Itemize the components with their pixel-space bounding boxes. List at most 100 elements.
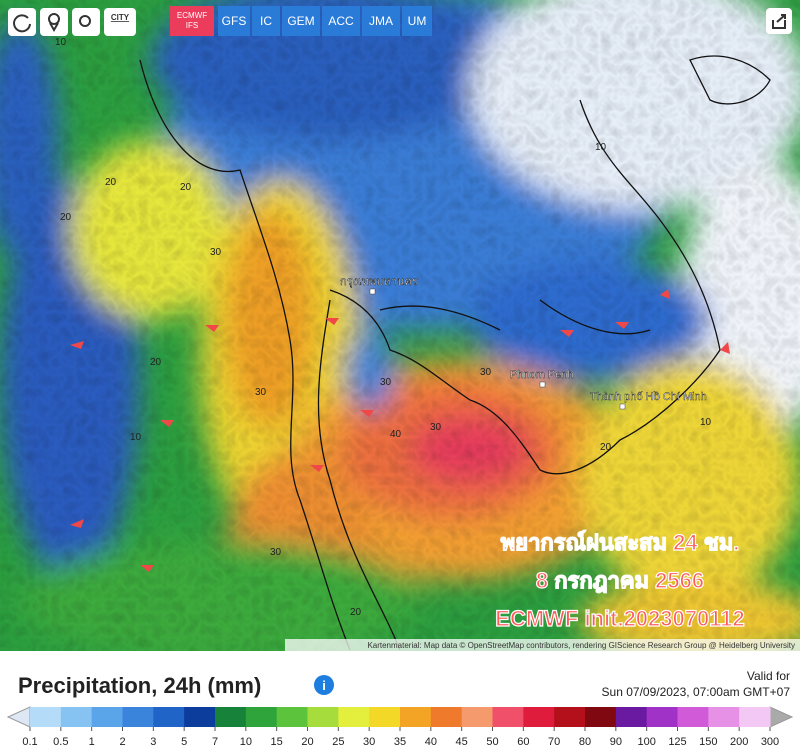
scale-segment (122, 707, 154, 727)
scale-label: 80 (579, 736, 591, 748)
attribution: Kartenmaterial: Map data © OpenStreetMap… (367, 641, 795, 650)
forecast-overlay: พยากรณ์ฝนสะสม 24 ชม. (501, 530, 740, 555)
zoom-icon (79, 15, 91, 27)
contour-label: 20 (60, 212, 72, 223)
scale-label: 20 (301, 736, 313, 748)
model-button[interactable] (322, 6, 360, 36)
scale-segment (276, 707, 308, 727)
scale-label: 90 (610, 736, 622, 748)
contour-label: 20 (105, 177, 117, 188)
scale-segment (153, 707, 185, 727)
contour-label: 30 (430, 422, 442, 433)
info-button[interactable] (314, 675, 334, 695)
scale-label: 100 (637, 736, 655, 748)
model-button[interactable] (282, 6, 320, 36)
scale-segment (307, 707, 339, 727)
share-icon (772, 14, 786, 29)
scale-segment (430, 707, 463, 727)
scale-segment (585, 707, 617, 727)
scale-label: 45 (456, 736, 468, 748)
refresh-icon (13, 14, 31, 33)
place-marker (369, 288, 376, 295)
scale-segment (554, 707, 586, 727)
contour-label: 20 (350, 607, 362, 618)
scale-segment (646, 707, 678, 727)
scale-segment (677, 707, 709, 727)
scale-segment (708, 707, 740, 727)
contour-label: 10 (700, 417, 712, 428)
model-button[interactable] (362, 6, 400, 36)
scale-segment (184, 707, 216, 727)
scale-label: 1 (89, 736, 95, 748)
valid-time: Sun 07/09/2023, 07:00am GMT+07 (602, 685, 791, 699)
place-label: กรุงเทพมหานคร (340, 276, 418, 288)
scale-label: 3 (150, 736, 156, 748)
scale-segment (338, 707, 370, 727)
contour-label: 30 (480, 367, 492, 378)
scale-segment (523, 707, 555, 727)
scale-label: 70 (548, 736, 560, 748)
contour-label: 10 (55, 37, 67, 48)
scale-segment (215, 707, 247, 727)
model-label: JMA (369, 14, 393, 28)
model-button[interactable] (402, 6, 432, 36)
scale-label: 60 (517, 736, 529, 748)
model-label: IC (260, 14, 272, 28)
scale-label: 40 (425, 736, 437, 748)
contour-label: 40 (390, 429, 402, 440)
valid-for: Valid for (747, 669, 790, 683)
coastlines (139, 55, 771, 651)
city-button[interactable] (104, 8, 136, 36)
scale-label: 10 (240, 736, 252, 748)
scale-segment (91, 707, 123, 727)
contour-label: 20 (600, 442, 612, 453)
scale-label: 50 (486, 736, 498, 748)
model-button[interactable] (218, 6, 250, 36)
place-marker (619, 403, 626, 410)
place-marker (539, 381, 546, 388)
scale-label: 200 (730, 736, 748, 748)
place-label: Thành phố Hồ Chí Minh (590, 391, 707, 403)
scale-label: 30 (363, 736, 375, 748)
scale-segment (245, 707, 278, 727)
forecast-overlay: ECMWF init.2023070112 (495, 606, 744, 631)
contour-label: 10 (595, 142, 607, 153)
location-button[interactable] (40, 8, 68, 36)
model-label: GFS (222, 14, 247, 28)
scale-label: 2 (119, 736, 125, 748)
info-icon: i (322, 678, 326, 693)
model-label: ACC (328, 14, 354, 28)
contour-label: 30 (255, 387, 267, 398)
scale-segment (30, 707, 62, 727)
scale-label: 300 (761, 736, 779, 748)
legend-title: Precipitation, 24h (mm) (18, 673, 261, 698)
scale-segment (615, 707, 648, 727)
contour-label: 30 (270, 547, 282, 558)
scale-label: 0.1 (22, 736, 37, 748)
scale-label: 25 (332, 736, 344, 748)
model-label: UM (408, 14, 427, 28)
scale-label: 0.5 (53, 736, 68, 748)
scale-label: 35 (394, 736, 406, 748)
model-button[interactable] (170, 6, 214, 36)
contour-label: 10 (130, 432, 142, 443)
scale-segment (492, 707, 524, 727)
zoom-button[interactable] (72, 8, 100, 36)
city-label: CITY (111, 13, 130, 22)
scale-segment (739, 707, 771, 727)
scale-arrow-high (769, 706, 794, 728)
scale-label: 15 (271, 736, 283, 748)
location-icon (48, 13, 60, 25)
model-label: GEM (287, 14, 314, 28)
model-button[interactable] (252, 6, 280, 36)
forecast-overlay: 8 กรกฎาคม 2566 (536, 568, 704, 593)
scale-segment (60, 707, 93, 727)
contour-label: 20 (150, 357, 162, 368)
scale-label: 7 (212, 736, 218, 748)
contour-label: 20 (180, 182, 192, 193)
location-icon-tip (49, 22, 59, 33)
contour-label: 30 (210, 247, 222, 258)
scale-segment (461, 707, 493, 727)
scale-label: 150 (699, 736, 717, 748)
